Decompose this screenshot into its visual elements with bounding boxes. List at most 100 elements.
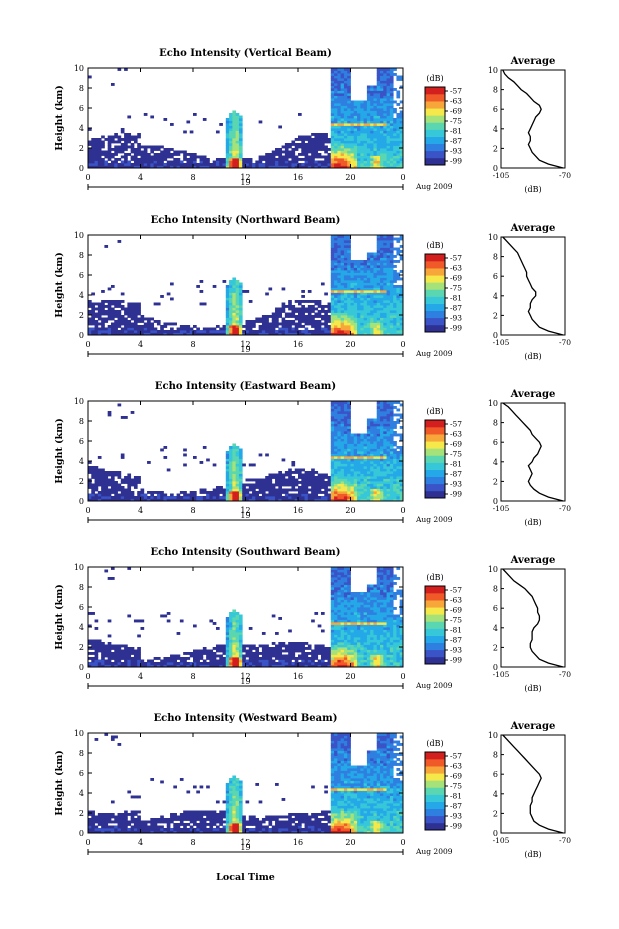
- heatmap-cell: [229, 153, 233, 156]
- heatmap-cell: [232, 302, 237, 306]
- heatmap-cell: [334, 70, 338, 74]
- heatmap-cell: [376, 100, 381, 104]
- heatmap-cell: [193, 659, 197, 663]
- heatmap-cell: [337, 235, 342, 238]
- heatmap-cell: [88, 332, 92, 336]
- heatmap-cell: [307, 307, 312, 311]
- heatmap-cell: [320, 476, 325, 479]
- heatmap-cell: [393, 272, 397, 276]
- heatmap-cell: [393, 476, 397, 479]
- heatmap-cell: [101, 664, 105, 668]
- heatmap-cell: [334, 458, 338, 462]
- heatmap-cell: [258, 481, 263, 484]
- heatmap-cell: [117, 138, 122, 141]
- heatmap-cell: [193, 654, 197, 658]
- heatmap-cell: [343, 118, 348, 121]
- heatmap-cell: [117, 493, 122, 497]
- heatmap-cell: [373, 438, 378, 442]
- heatmap-cell: [370, 428, 374, 432]
- heatmap-cell: [383, 135, 387, 139]
- heatmap-cell: [229, 647, 233, 650]
- heatmap-cell: [386, 473, 391, 477]
- heatmap-cell: [360, 307, 365, 311]
- heatmap-cell: [399, 85, 404, 89]
- heatmap-cell: [343, 252, 348, 256]
- heatmap-cell: [176, 662, 181, 665]
- heatmap-cell: [238, 471, 243, 474]
- heatmap-cell: [360, 292, 365, 296]
- heatmap-cell: [343, 125, 348, 129]
- heatmap-cell: [347, 250, 351, 253]
- heatmap-cell: [88, 322, 92, 326]
- heatmap-cell: [347, 240, 351, 243]
- heatmap-cell: [386, 88, 391, 91]
- heatmap-cell: [193, 662, 197, 665]
- heatmap-cell: [357, 115, 361, 119]
- heatmap-cell: [353, 471, 358, 474]
- heatmap-cell: [340, 330, 345, 333]
- heatmap-cell: [242, 330, 246, 333]
- heatmap-cell: [366, 85, 371, 89]
- heatmap-cell: [330, 140, 335, 144]
- heatmap-cell: [238, 634, 243, 638]
- heatmap-cell: [97, 642, 102, 645]
- heatmap-cell: [386, 436, 391, 439]
- heatmap-cell: [110, 471, 115, 474]
- heatmap-cell: [222, 652, 227, 655]
- heatmap-cell: [376, 325, 381, 328]
- heatmap-cell: [370, 125, 374, 129]
- heatmap-cell: [160, 498, 164, 502]
- heatmap-cell: [97, 476, 102, 479]
- heatmap-cell: [301, 473, 305, 477]
- heatmap-cell: [238, 461, 243, 464]
- heatmap-cell: [343, 113, 348, 116]
- heatmap-cell: [206, 327, 210, 331]
- heatmap-cell: [396, 332, 401, 336]
- heatmap-cell: [340, 277, 345, 281]
- heatmap-cell: [284, 496, 289, 499]
- heatmap-cell: [393, 295, 397, 298]
- heatmap-cell: [130, 317, 135, 321]
- heatmap-cell: [353, 446, 358, 449]
- heatmap-cell: [376, 295, 381, 298]
- heatmap-cell: [193, 330, 197, 333]
- heatmap-cell: [314, 155, 319, 159]
- heatmap-cell: [225, 120, 230, 124]
- heatmap-cell: [127, 315, 132, 318]
- heatmap-cell: [353, 287, 358, 291]
- heatmap-cell: [330, 413, 335, 417]
- heatmap-cell: [396, 237, 401, 241]
- heatmap-cell: [150, 163, 155, 166]
- heatmap-cell: [380, 451, 384, 454]
- heatmap-cell: [386, 90, 391, 94]
- heatmap-cell: [350, 436, 355, 439]
- heatmap-cell: [88, 478, 92, 482]
- heatmap-cell: [314, 478, 319, 482]
- heatmap-cell: [281, 320, 286, 323]
- heatmap-cell: [343, 285, 348, 288]
- heatmap-cell: [357, 108, 361, 111]
- heatmap-cell: [232, 140, 237, 144]
- heatmap-cell: [373, 456, 378, 459]
- heatmap-cell: [340, 158, 345, 161]
- heatmap-cell: [232, 327, 237, 331]
- heatmap-cell: [334, 421, 338, 424]
- heatmap-cell: [107, 619, 112, 623]
- heatmap-cell: [265, 330, 269, 333]
- heatmap-cell: [225, 292, 230, 296]
- colorbar-tick-label: -69: [450, 107, 462, 116]
- heatmap-cell: [101, 143, 105, 146]
- heatmap-cell: [393, 315, 397, 318]
- heatmap-cell: [258, 158, 263, 161]
- heatmap-cell: [229, 287, 233, 291]
- y-tick-label: 4: [79, 124, 84, 133]
- heatmap-cell: [330, 285, 335, 288]
- heatmap-cell: [353, 105, 358, 109]
- y-tick-label: 10: [74, 231, 84, 240]
- heatmap-cell: [363, 145, 368, 149]
- heatmap-cell: [298, 325, 302, 328]
- heatmap-cell: [88, 300, 92, 303]
- heatmap-cell: [380, 403, 384, 407]
- heatmap-cell: [343, 408, 348, 412]
- heatmap-cell: [360, 138, 365, 141]
